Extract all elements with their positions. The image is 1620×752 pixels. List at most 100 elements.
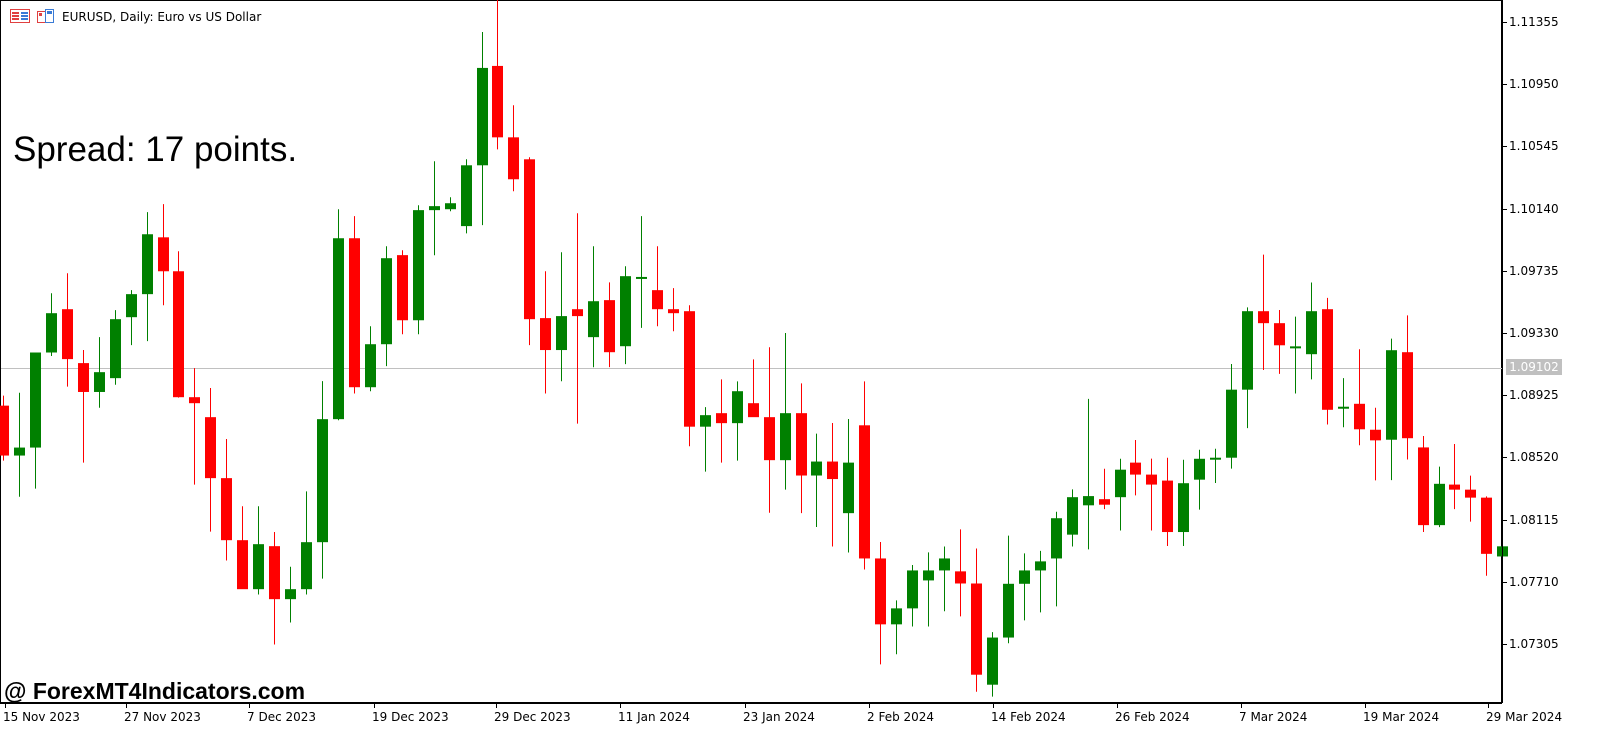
y-axis-label: 1.10140	[1509, 201, 1559, 216]
candle	[588, 246, 599, 368]
candle	[158, 204, 169, 306]
candle	[14, 392, 25, 497]
candle	[907, 565, 918, 627]
candle	[1386, 338, 1397, 481]
candle	[1115, 458, 1126, 531]
candle	[732, 381, 743, 461]
candle	[939, 546, 950, 612]
candle	[764, 347, 775, 513]
candle	[652, 246, 663, 327]
candle	[1338, 378, 1349, 428]
candle	[429, 161, 440, 256]
candle	[413, 205, 424, 335]
candle	[46, 293, 57, 357]
candle	[1067, 489, 1078, 547]
candle	[827, 422, 838, 547]
candle	[1274, 309, 1285, 374]
candle	[604, 282, 615, 368]
candle	[253, 506, 264, 595]
y-axis-label: 1.07305	[1509, 636, 1559, 651]
y-axis-label: 1.11355	[1509, 14, 1559, 29]
candle	[1226, 364, 1237, 469]
candle	[1099, 468, 1110, 510]
candle	[1130, 440, 1141, 496]
candle	[0, 395, 9, 461]
candle	[1019, 553, 1030, 621]
candle	[572, 213, 583, 424]
candle	[94, 337, 105, 408]
candle	[1083, 398, 1094, 550]
x-axis-label: 7 Dec 2023	[247, 710, 317, 724]
chart-title: EURUSD, Daily: Euro vs US Dollar	[62, 10, 262, 24]
plot-area-border	[0, 0, 1502, 703]
x-axis-label: 27 Nov 2023	[124, 710, 201, 724]
candle	[333, 209, 344, 421]
candle	[126, 290, 137, 346]
candle	[923, 552, 934, 627]
candle	[987, 632, 998, 697]
candle	[1418, 436, 1429, 533]
candle	[317, 381, 328, 579]
candle	[1434, 466, 1445, 528]
x-axis-label: 29 Mar 2024	[1486, 710, 1563, 724]
y-axis-label: 1.08520	[1509, 449, 1559, 464]
candle	[30, 352, 41, 489]
candle	[1210, 448, 1221, 484]
candle	[1370, 407, 1381, 481]
candle	[1449, 444, 1460, 510]
x-axis-ticks	[0, 703, 1502, 708]
candle	[668, 288, 679, 332]
candle	[381, 246, 392, 367]
candle	[955, 529, 966, 617]
candle	[189, 368, 200, 485]
candle	[1178, 459, 1189, 547]
candle	[62, 273, 73, 387]
candle	[1035, 550, 1046, 613]
candle	[1322, 297, 1333, 425]
candle	[1290, 316, 1301, 394]
x-axis-label: 11 Jan 2024	[618, 710, 690, 724]
candle	[716, 379, 727, 463]
candle	[1051, 511, 1062, 607]
x-axis-label: 7 Mar 2024	[1239, 710, 1308, 724]
candle	[142, 212, 153, 342]
candle	[620, 266, 631, 365]
candle	[1194, 449, 1205, 510]
candle	[78, 350, 89, 463]
x-axis-label: 26 Feb 2024	[1115, 710, 1190, 724]
candle	[748, 359, 759, 418]
candle	[508, 105, 519, 192]
candle	[843, 419, 854, 553]
candle	[1146, 458, 1157, 531]
candle	[1402, 315, 1413, 460]
x-axis-label: 19 Dec 2023	[372, 710, 449, 724]
x-axis-label: 23 Jan 2024	[743, 710, 815, 724]
list-icon[interactable]	[10, 8, 30, 26]
candle	[397, 250, 408, 335]
chart-title-bar: EURUSD, Daily: Euro vs US Dollar	[10, 8, 261, 26]
candle	[796, 383, 807, 514]
candle	[285, 566, 296, 623]
candle	[1354, 349, 1365, 446]
candle	[859, 381, 870, 570]
y-axis-label: 1.08115	[1509, 512, 1559, 527]
candle	[365, 326, 376, 392]
window-icon[interactable]	[36, 8, 56, 27]
candle	[477, 31, 488, 226]
candle	[1162, 457, 1173, 547]
y-axis-label: 1.09330	[1509, 325, 1559, 340]
x-axis-label: 2 Feb 2024	[867, 710, 935, 724]
candle	[891, 600, 902, 655]
y-axis-ticks	[1502, 0, 1507, 703]
y-axis-label: 1.09735	[1509, 263, 1559, 278]
candle	[540, 271, 551, 394]
candle	[1258, 254, 1269, 371]
candle	[636, 216, 647, 328]
y-axis-label: 1.10545	[1509, 138, 1559, 153]
candle	[205, 387, 216, 532]
watermark: @ ForexMT4Indicators.com	[4, 678, 306, 704]
candle	[524, 157, 535, 346]
candle	[684, 305, 695, 447]
